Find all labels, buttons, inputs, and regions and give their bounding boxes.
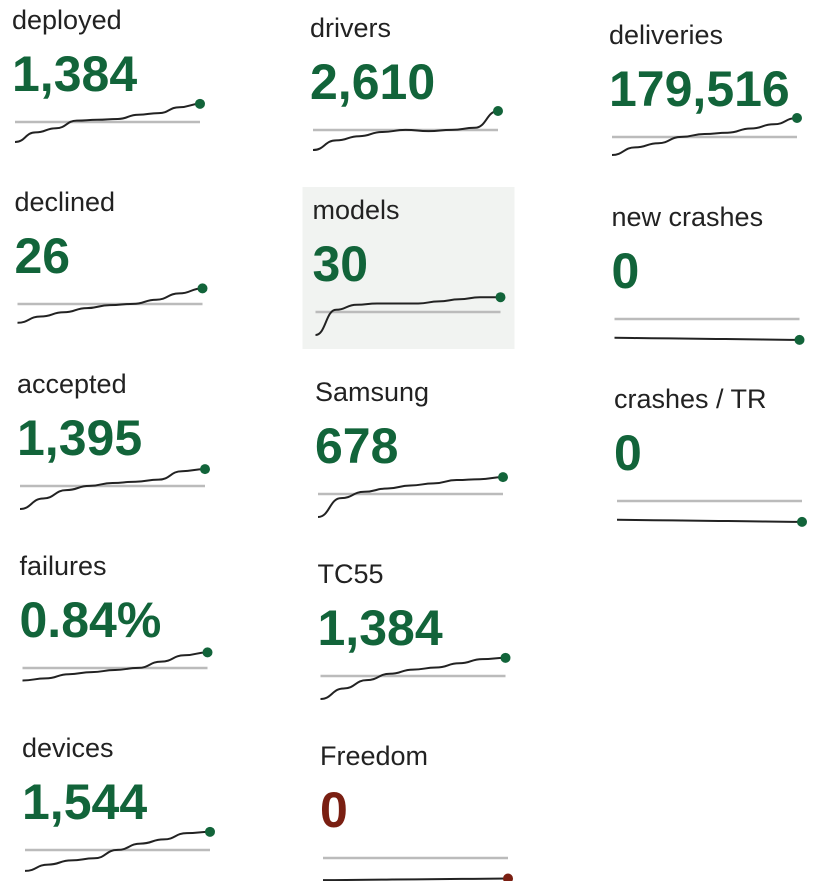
tile-value: 0 (612, 243, 640, 299)
tile-value: 179,516 (609, 61, 790, 117)
tile-label: accepted (17, 369, 127, 399)
tile-value: 678 (315, 418, 398, 474)
tile-label: deployed (12, 5, 122, 35)
sparkline-end (500, 652, 511, 663)
sparkline-end (495, 292, 506, 303)
sparkline (322, 877, 509, 881)
sparkline (17, 287, 203, 324)
tile-value: 1,384 (12, 46, 137, 102)
tile-label: deliveries (609, 20, 723, 50)
tile-label: models (313, 195, 400, 225)
sparkline (19, 468, 206, 510)
sparkline-end (195, 98, 205, 109)
sparkline-end (498, 472, 508, 483)
tile-label: failures (20, 551, 107, 581)
sparkline-end (205, 826, 215, 837)
tile-label: TC55 (318, 559, 384, 589)
sparkline-end (797, 516, 807, 527)
sparkline (24, 830, 211, 872)
tile-label: crashes / TR (614, 384, 767, 414)
tile-value: 1,544 (22, 774, 147, 830)
tile-value: 2,610 (310, 54, 435, 110)
sparkline (616, 518, 803, 523)
sparkline-end (792, 113, 802, 123)
tile-value: 1,395 (17, 410, 142, 466)
tile-value: 0 (614, 425, 642, 481)
sparkline (317, 476, 504, 518)
tile-label: devices (22, 733, 114, 763)
sparkline-end (202, 647, 213, 658)
sparkline-end (503, 873, 513, 881)
tile-label: Samsung (315, 377, 429, 407)
sparkline (614, 336, 800, 341)
tile-label: new crashes (612, 202, 764, 232)
tile-label: declined (15, 187, 116, 217)
sparkline (312, 110, 499, 152)
sparkline-end (794, 334, 805, 345)
sparkline (22, 651, 208, 682)
sparkline-end (197, 283, 208, 294)
sparkline (14, 102, 201, 144)
sparkline (611, 117, 798, 156)
tile-highlight (302, 187, 515, 349)
tile-label: Freedom (320, 741, 428, 771)
tile-value: 1,384 (318, 600, 443, 656)
sparkline-end (493, 106, 503, 116)
tile-value: 0 (320, 782, 348, 838)
sparkline-end (200, 464, 210, 475)
tile-value: 26 (15, 228, 71, 284)
tile-value: 0.84% (20, 592, 162, 648)
tile-label: drivers (310, 13, 391, 43)
tile-value: 30 (313, 236, 369, 292)
sparkline (320, 656, 506, 700)
sparkline (315, 296, 501, 336)
